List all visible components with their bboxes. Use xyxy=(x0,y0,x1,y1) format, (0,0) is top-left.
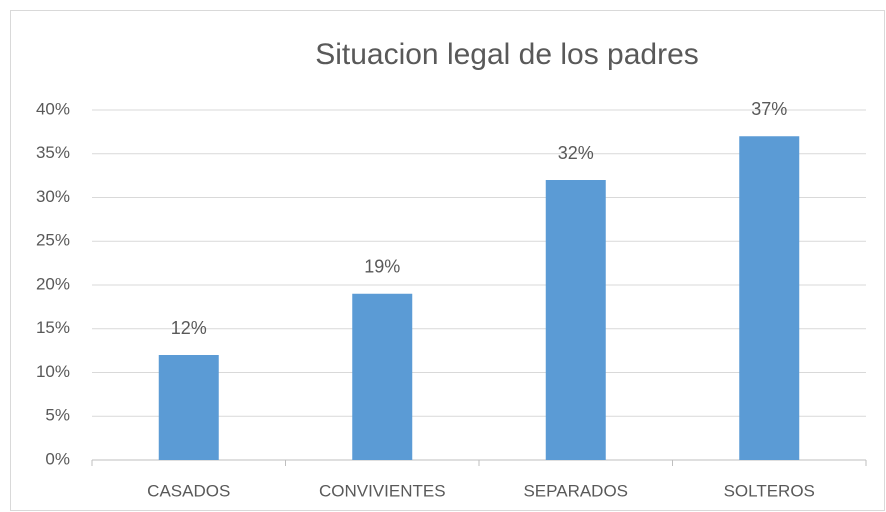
bar xyxy=(739,136,800,460)
y-tick-label: 15% xyxy=(36,318,70,337)
y-tick-label: 0% xyxy=(45,449,70,468)
y-tick-label: 30% xyxy=(36,187,70,206)
bar xyxy=(545,180,606,460)
chart-title: Situacion legal de los padres xyxy=(315,38,699,71)
data-label: 12% xyxy=(171,318,207,338)
y-tick-label: 40% xyxy=(36,99,70,118)
chart-border xyxy=(10,10,885,511)
data-label: 32% xyxy=(558,143,594,163)
y-tick-label: 20% xyxy=(36,274,70,293)
y-tick-label: 35% xyxy=(36,143,70,162)
y-tick-label: 5% xyxy=(45,406,70,425)
data-label: 37% xyxy=(751,99,787,119)
bar xyxy=(352,293,413,460)
bar xyxy=(158,355,219,460)
y-tick-label: 25% xyxy=(36,231,70,250)
x-tick-label: SEPARADOS xyxy=(523,481,628,500)
x-tick-label: SOLTEROS xyxy=(724,481,815,500)
y-tick-label: 10% xyxy=(36,362,70,381)
x-tick-label: CONVIVIENTES xyxy=(319,481,446,500)
data-label: 19% xyxy=(364,257,400,277)
x-tick-label: CASADOS xyxy=(147,481,230,500)
